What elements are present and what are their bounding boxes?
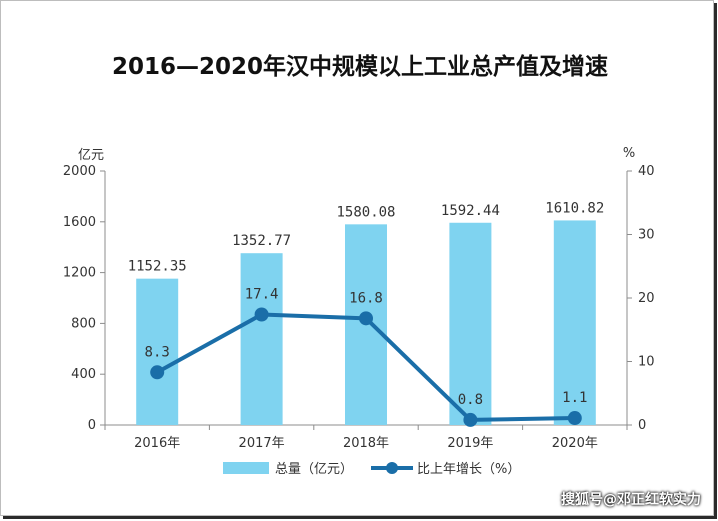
legend-bar-label: 总量（亿元） xyxy=(275,462,353,477)
line-point xyxy=(567,411,582,426)
bar-value-label: 1592.44 xyxy=(441,203,500,219)
y-left-tick-label: 0 xyxy=(88,418,96,433)
bar xyxy=(553,220,596,425)
y-right-tick-label: 20 xyxy=(638,291,655,306)
watermark: 搜狐号@邓正红软实力 xyxy=(561,492,701,508)
line-point xyxy=(150,365,165,380)
x-tick-label: 2019年 xyxy=(447,436,493,451)
y-left-tick-label: 2000 xyxy=(63,164,96,179)
y-left-tick-label: 1200 xyxy=(63,266,96,281)
legend-line-label: 比上年增长（%） xyxy=(417,462,520,477)
chart-axes: 0 400 800 1200 1600 2000 0 10 20 30 40 亿元 % 2016年 2017… xyxy=(63,146,655,451)
x-tick-label: 2017年 xyxy=(239,436,285,451)
bar-value-label: 1152.35 xyxy=(128,259,187,275)
line-point xyxy=(254,307,269,322)
line-value-label: 16.8 xyxy=(349,290,383,306)
x-tick-label: 2018年 xyxy=(343,436,389,451)
bar xyxy=(240,253,283,425)
line-value-label: 8.3 xyxy=(145,344,170,360)
bar-value-label: 1352.77 xyxy=(232,233,291,249)
y-left-tick-label: 1600 xyxy=(63,215,96,230)
legend-line-marker xyxy=(386,462,398,474)
y-right-unit: % xyxy=(623,146,635,161)
y-right-tick-label: 30 xyxy=(638,228,655,243)
chart-legend: 总量（亿元） 比上年增长（%） xyxy=(223,462,520,477)
x-tick-label: 2016年 xyxy=(134,436,180,451)
x-tick-label: 2020年 xyxy=(552,436,598,451)
y-right-tick-label: 0 xyxy=(638,418,646,433)
line-point xyxy=(463,412,478,427)
bar xyxy=(136,278,179,425)
line-series xyxy=(150,307,582,427)
line-point xyxy=(359,311,373,326)
line-value-label: 1.1 xyxy=(562,390,587,406)
y-left-unit: 亿元 xyxy=(78,148,104,163)
bar-value-label: 1610.82 xyxy=(545,200,604,216)
bar xyxy=(449,222,492,425)
y-right-tick-label: 10 xyxy=(638,355,655,370)
y-right-tick-label: 40 xyxy=(638,164,655,179)
bar-value-label: 1580.08 xyxy=(336,204,395,220)
line-value-label: 17.4 xyxy=(245,287,279,303)
data-labels: 1152.35 1352.77 1580.08 1592.44 1610.82 8.3 17… xyxy=(128,200,605,407)
y-left-tick-label: 800 xyxy=(71,316,96,331)
y-left-tick-label: 400 xyxy=(71,367,96,382)
bar-series xyxy=(136,220,596,425)
line-value-label: 0.8 xyxy=(458,392,483,408)
chart-title: 2016—2020年汉中规模以上工业总产值及增速 xyxy=(111,54,609,80)
legend-bar-swatch xyxy=(223,462,269,474)
